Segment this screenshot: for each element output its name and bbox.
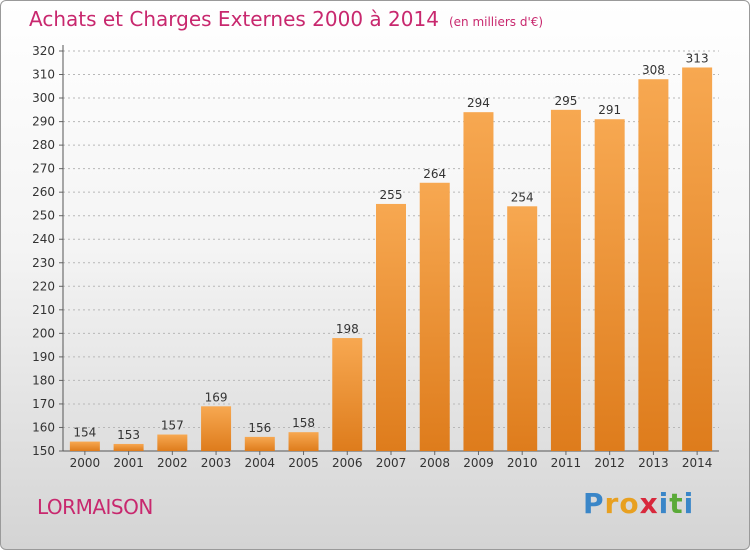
x-tick-label: 2008	[419, 456, 450, 470]
bar	[507, 206, 538, 451]
y-tick-label: 220	[32, 279, 55, 293]
data-labels: 154 153 157 169 156 158 198 255 264 294 254 295 291 3…	[73, 51, 708, 441]
bar-value-label: 295	[554, 94, 577, 108]
x-tick-label: 2007	[376, 456, 407, 470]
bar	[69, 441, 100, 451]
bar	[288, 432, 319, 451]
y-tick-label: 150	[32, 444, 55, 458]
bar-value-label: 294	[467, 96, 490, 110]
bar	[157, 434, 188, 451]
x-tick-label: 2001	[113, 456, 144, 470]
y-tick-label: 230	[32, 256, 55, 270]
y-tick-label: 300	[32, 91, 55, 105]
x-tick-label: 2010	[507, 456, 538, 470]
proxiti-logo: Proxiti	[583, 487, 694, 520]
y-tick-label: 210	[32, 303, 55, 317]
bar-value-label: 254	[511, 190, 534, 204]
chart-subtitle: (en milliers d'€)	[448, 15, 544, 29]
logo-letter: x	[639, 487, 659, 520]
commune-name: LORMAISON	[37, 495, 153, 519]
bar-value-label: 153	[117, 428, 140, 442]
x-tick-label: 2006	[332, 456, 363, 470]
bar-value-label: 308	[642, 63, 665, 77]
logo-letter: r	[604, 487, 620, 520]
x-tick-label: 2004	[245, 456, 276, 470]
bar	[463, 112, 494, 452]
logo-letter: i	[658, 487, 670, 520]
bar-value-label: 154	[73, 426, 96, 440]
bar	[201, 406, 232, 451]
bar-value-label: 264	[423, 167, 446, 181]
x-tick-label: 2003	[201, 456, 232, 470]
bar-value-label: 291	[598, 103, 621, 117]
x-tick-label: 2005	[288, 456, 319, 470]
bar-value-label: 157	[161, 419, 184, 433]
bar	[682, 67, 713, 452]
y-tick-label: 260	[32, 185, 55, 199]
bar-value-label: 158	[292, 416, 315, 430]
bar	[244, 436, 275, 451]
y-tick-label: 280	[32, 138, 55, 152]
bar	[332, 338, 363, 451]
y-tick-label: 180	[32, 373, 55, 387]
bar-value-label: 169	[205, 390, 228, 404]
y-tick-label: 160	[32, 420, 55, 434]
y-tick-label: 190	[32, 350, 55, 364]
y-tick-label: 320	[32, 44, 55, 58]
logo-letter: P	[583, 487, 605, 520]
bar	[638, 79, 669, 451]
bar-value-label: 156	[248, 421, 271, 435]
bar-value-label: 255	[380, 188, 403, 202]
chart-title-text: Achats et Charges Externes 2000 à 2014	[29, 7, 439, 31]
y-tick-label: 240	[32, 232, 55, 246]
y-tick-label: 270	[32, 162, 55, 176]
x-tick-label: 2002	[157, 456, 188, 470]
bar	[550, 109, 581, 451]
y-tick-label: 200	[32, 326, 55, 340]
x-tick-label: 2012	[594, 456, 625, 470]
y-tick-label: 290	[32, 115, 55, 129]
chart-title: Achats et Charges Externes 2000 à 2014 (e…	[29, 7, 543, 31]
bar-value-label: 198	[336, 322, 359, 336]
logo-letter: t	[669, 487, 684, 520]
logo-letter: i	[683, 487, 695, 520]
bar	[419, 182, 450, 451]
y-tick-label: 250	[32, 209, 55, 223]
bar	[594, 119, 625, 451]
y-tick-label: 310	[32, 68, 55, 82]
bars	[69, 67, 713, 452]
x-tick-label: 2000	[70, 456, 101, 470]
x-tick-label: 2013	[638, 456, 669, 470]
x-tick-label: 2011	[551, 456, 582, 470]
x-tick-label: 2009	[463, 456, 494, 470]
logo-letter: o	[619, 487, 640, 520]
bar	[376, 203, 406, 451]
x-tick-label: 2014	[682, 456, 713, 470]
bar	[113, 443, 144, 451]
bar-value-label: 313	[686, 51, 709, 65]
y-tick-label: 170	[32, 397, 55, 411]
